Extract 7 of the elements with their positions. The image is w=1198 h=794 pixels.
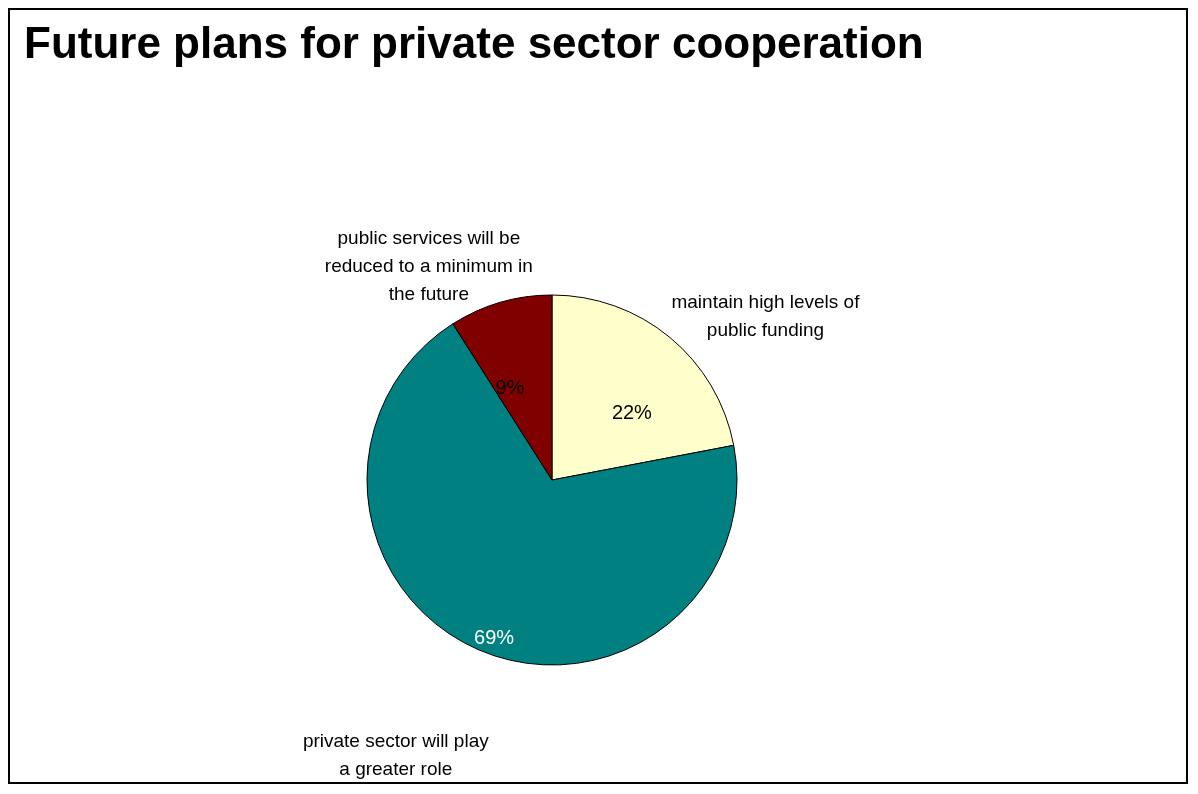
- data-label: 69%: [474, 626, 515, 649]
- data-label: 9%: [495, 376, 525, 399]
- chart-title: Future plans for private sector cooperation: [24, 18, 924, 68]
- slice-label: public services will be reduced to a minimum in the future: [324, 226, 533, 304]
- data-label: 22%: [611, 401, 653, 424]
- slice-label: private sector will play a greater role: [302, 729, 490, 779]
- slice-label: maintain high levels of public funding: [671, 290, 861, 340]
